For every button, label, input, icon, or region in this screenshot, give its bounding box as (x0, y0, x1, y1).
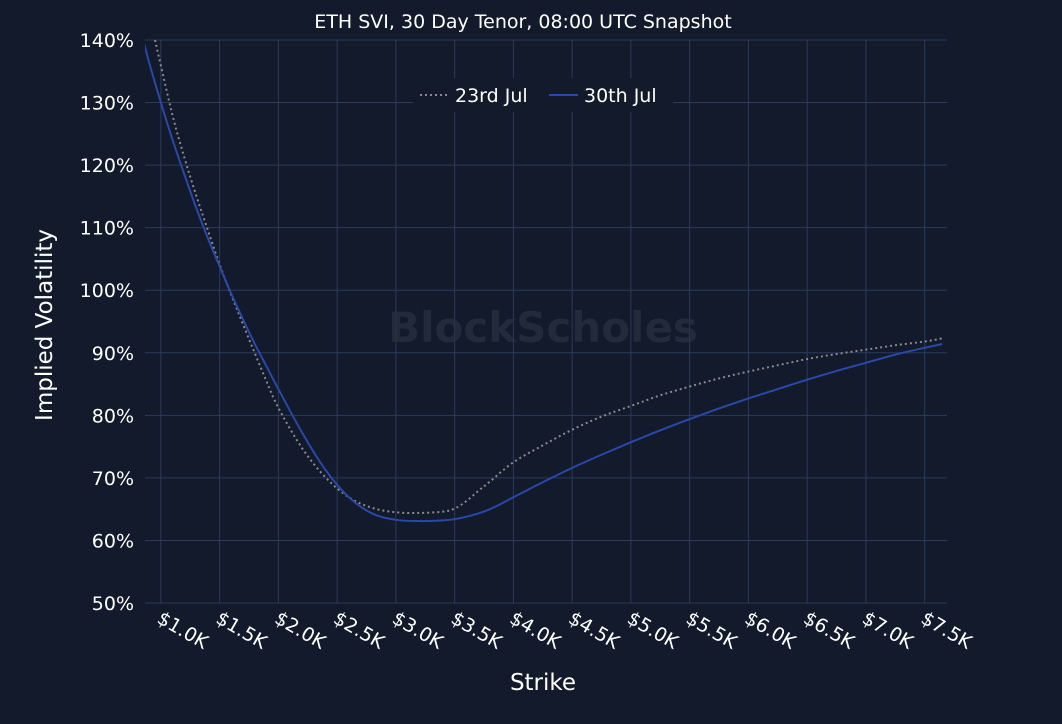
chart-title: ETH SVI, 30 Day Tenor, 08:00 UTC Snapsho… (314, 11, 731, 33)
legend-background (413, 78, 673, 112)
watermark: BlockScholes (388, 303, 698, 352)
y-tick-label: 100% (80, 280, 134, 302)
y-tick-label: 140% (80, 30, 134, 52)
y-tick-label: 130% (80, 93, 134, 115)
x-axis-title: Strike (510, 670, 576, 696)
y-tick-label: 120% (80, 155, 134, 177)
series-line-30th-jul[interactable] (143, 40, 943, 523)
y-axis: 50% 60% 70% 80% 90% 100% 110% 120% 130% 140% (80, 30, 134, 615)
legend-label-23rd-jul[interactable]: 23rd Jul (455, 85, 528, 107)
legend-label-30th-jul[interactable]: 30th Jul (584, 85, 657, 107)
gridlines (145, 39, 947, 604)
series-layer (143, 40, 943, 523)
y-tick-label: 50% (92, 593, 134, 615)
y-tick-label: 70% (92, 468, 134, 490)
y-tick-label: 80% (92, 405, 134, 427)
legend: 23rd Jul 30th Jul (413, 78, 673, 112)
y-tick-label: 110% (80, 218, 134, 240)
y-axis-title: Implied Volatility (32, 229, 58, 421)
y-tick-label: 60% (92, 530, 134, 552)
y-tick-label: 90% (92, 343, 134, 365)
